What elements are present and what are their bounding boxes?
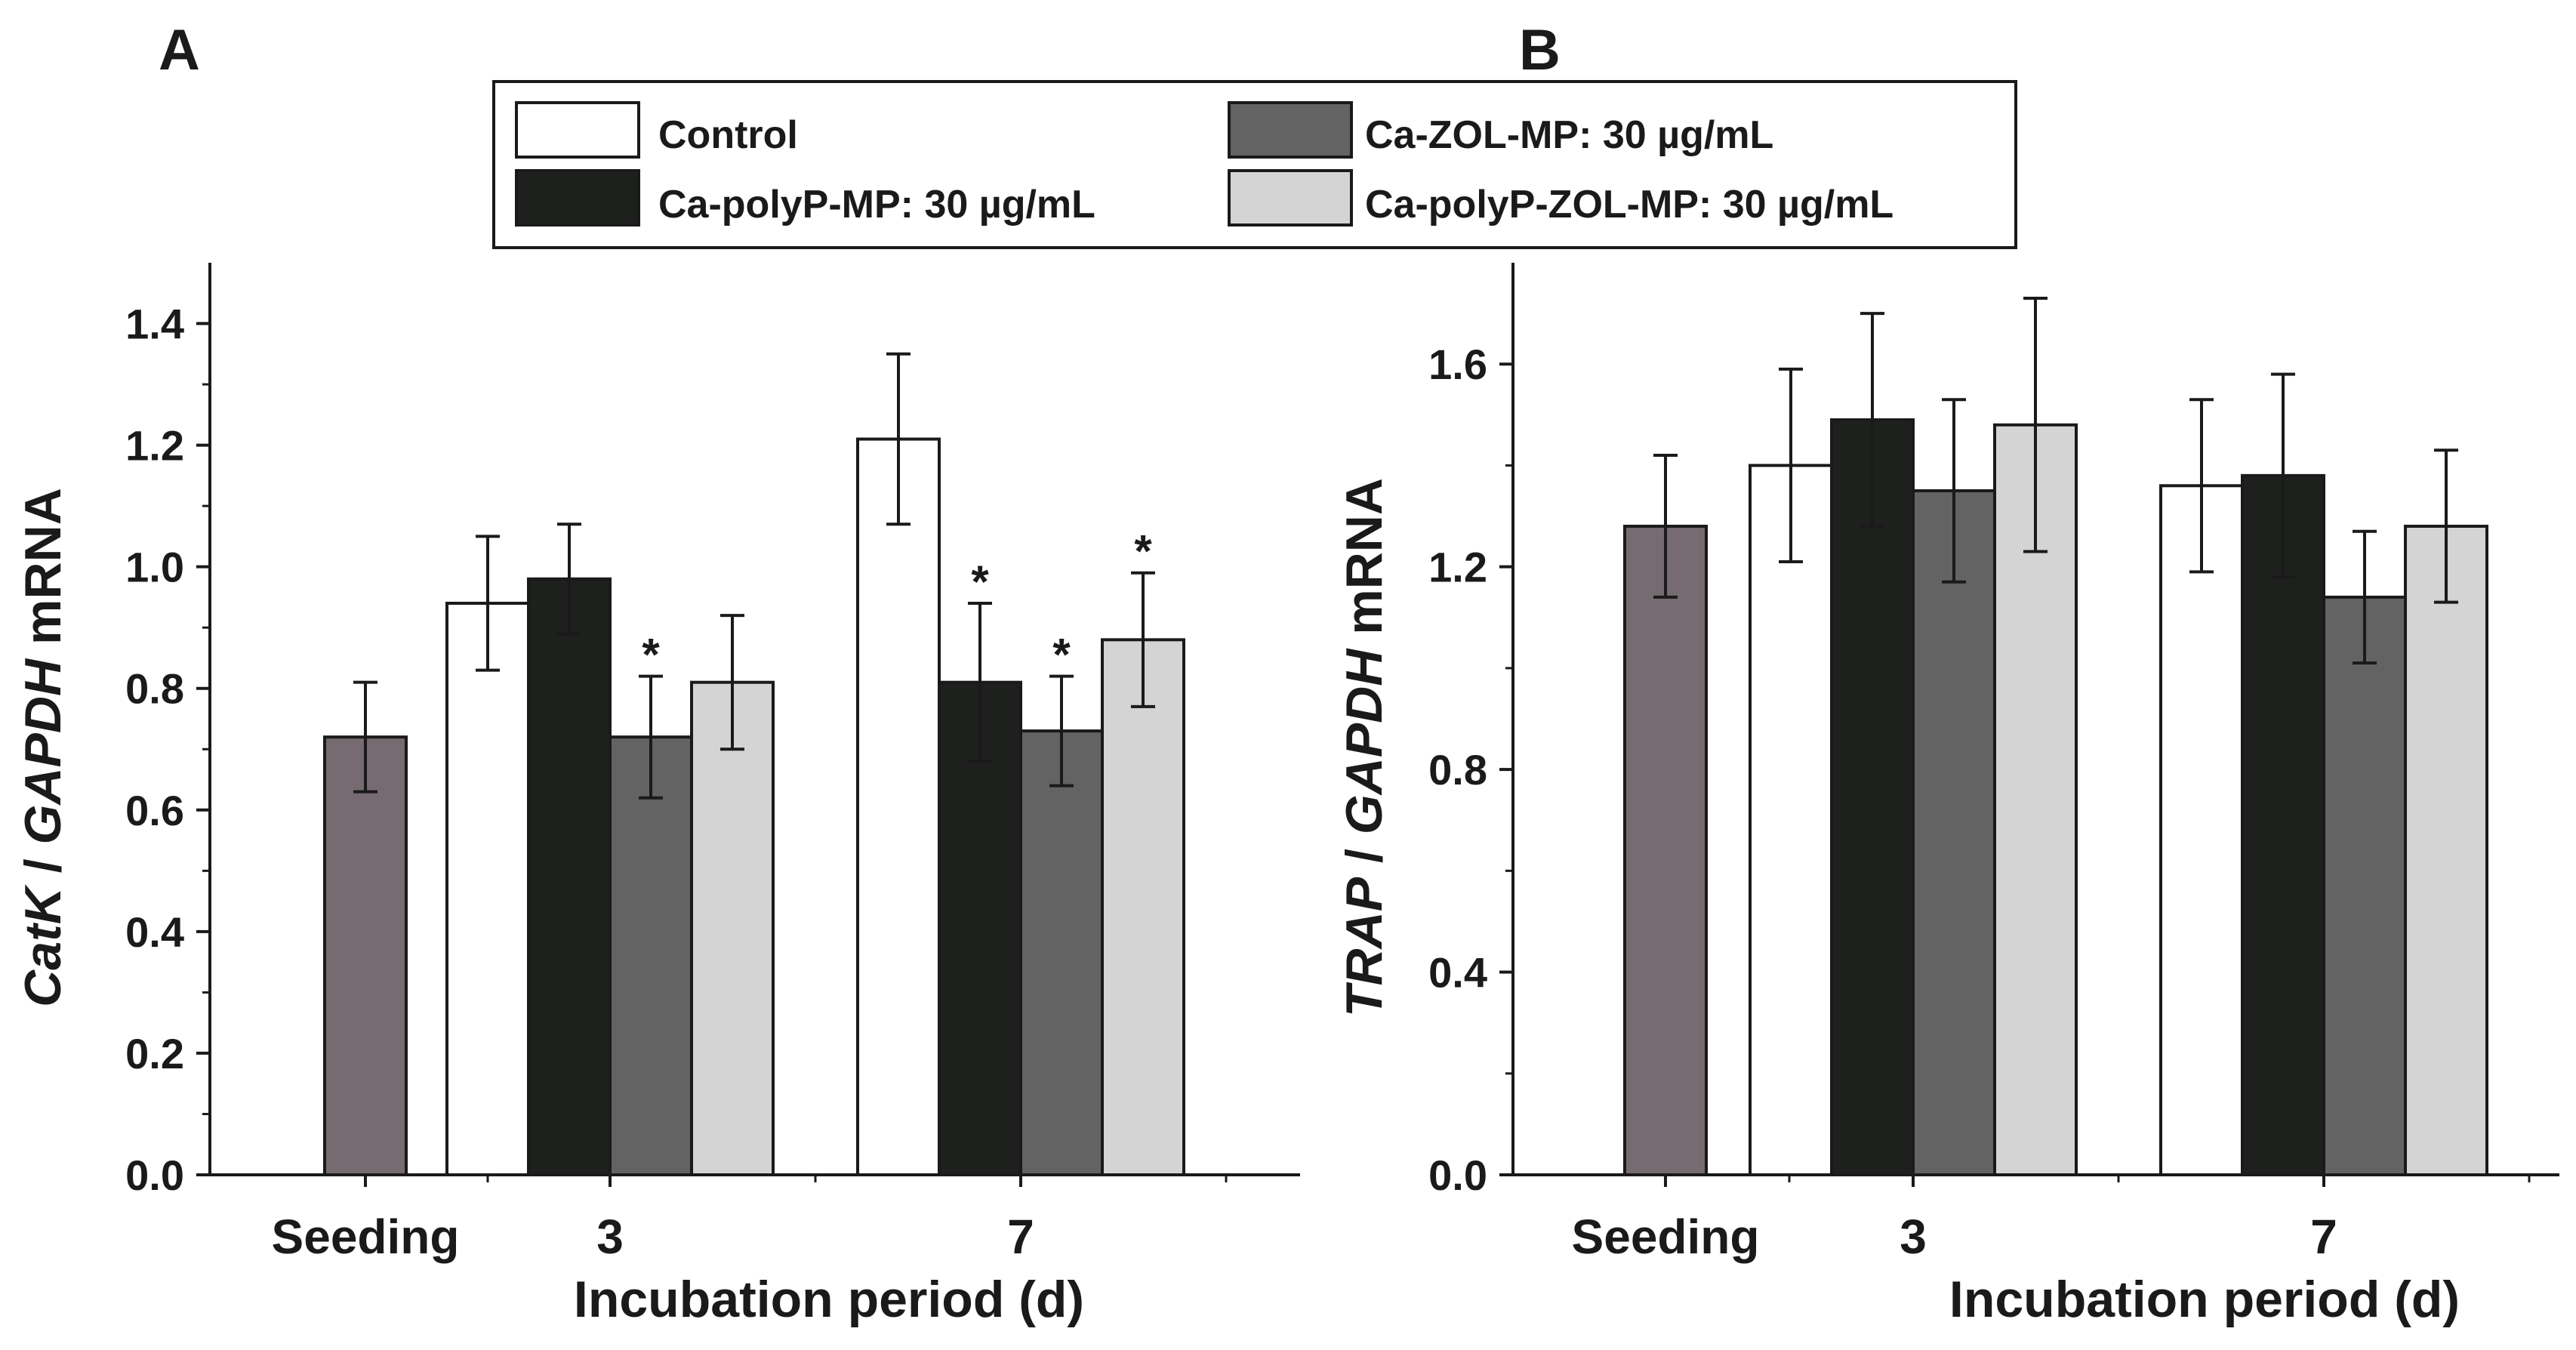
panel-a-ylabel-rest: mRNA: [14, 488, 72, 659]
panel-b-x-tick-label: 3: [1900, 1210, 1927, 1264]
legend-label-ca-polyp-zol-mp: Ca-polyP-ZOL-MP: 30 µg/mL: [1365, 183, 1893, 227]
panel-a-bar-ca-zol-mp-7-significance-marker: *: [1052, 630, 1071, 680]
panel-b-bar-seeding: [1623, 524, 1708, 1176]
panel-a-bar-ca-zol-mp-3: [609, 735, 693, 1176]
panel-a-y-tick-label: 0.4: [125, 908, 184, 956]
legend-swatch-ca-polyp-mp: [515, 169, 640, 227]
panel-a-bar-seeding: [323, 735, 408, 1176]
panel-b-ylabel-italic2: GAPDH: [1336, 648, 1393, 834]
panel-a-y-tick-label: 0.8: [125, 665, 184, 713]
panel-a-y-tick-label: 1.0: [125, 544, 184, 591]
panel-a-bar-control-3: [445, 601, 530, 1176]
panel-a-ylabel-italic2: GAPDH: [14, 658, 72, 844]
panel-b-plot: 0.0 0.4 0.8 1.2 1.6 Seeding 3 7: [1428, 263, 2559, 1264]
panel-a-y-tick-label: 0.6: [125, 787, 184, 834]
panel-b-bar-control-3: [1749, 464, 1833, 1176]
panel-b-y-tick-label: 0.4: [1428, 949, 1487, 997]
panel-a-ylabel-sep: /: [14, 844, 72, 887]
panel-a-bar-ca-polyp-mp-3: [527, 577, 612, 1176]
panel-a-y-tick-label: 1.2: [125, 422, 184, 470]
panel-b-y-axis-title: TRAP / GAPDH mRNA: [1336, 478, 1393, 1017]
legend-swatch-control: [515, 101, 640, 159]
panel-b-x-tick-label: 7: [2310, 1210, 2337, 1264]
panel-b-bar-ca-polyp-zol-mp-7: [2404, 524, 2488, 1176]
panel-a-x-tick-label: 7: [1007, 1210, 1034, 1264]
panel-b-bar-ca-zol-mp-3: [1912, 489, 1996, 1176]
panel-b-bar-ca-zol-mp-7: [2322, 595, 2407, 1176]
panel-a-y-tick-label: 0.2: [125, 1030, 184, 1077]
panel-b-bar-control-7: [2159, 484, 2244, 1176]
panel-a-ylabel-italic1: CatK: [14, 883, 72, 1007]
panel-b-bar-ca-polyp-mp-3: [1830, 418, 1915, 1176]
panel-b-y-tick-label: 1.2: [1428, 544, 1487, 591]
panel-a-x-tick-label: Seeding: [272, 1210, 460, 1264]
panel-b-x-tick-label: Seeding: [1572, 1210, 1760, 1264]
panel-a-x-tick-label: 3: [596, 1210, 624, 1264]
panel-b-ylabel-italic1: TRAP: [1336, 877, 1393, 1017]
panel-b-ylabel-sep: /: [1336, 834, 1393, 877]
legend-label-ca-polyp-mp: Ca-polyP-MP: 30 µg/mL: [658, 183, 1095, 227]
panel-b-y-tick-label: 0.8: [1428, 746, 1487, 794]
panel-b-ylabel-rest: mRNA: [1336, 478, 1393, 649]
panel-a-plot: 0.0 0.2 0.4 0.6 0.8 1.0 1.2 1.4 Seeding 3 7 * * * *: [125, 263, 1300, 1264]
panel-a-y-axis-title: CatK / GAPDH mRNA: [14, 488, 72, 1007]
panel-b: B 0.0 0.4 0.8 1.2 1.6 Seeding 3 7 TRAP / GAPDH …: [1336, 18, 2559, 1328]
panel-a-bar-ca-zol-mp-7: [1019, 729, 1104, 1176]
panel-b-y-tick-label: 0.0: [1428, 1151, 1487, 1199]
panel-a-label: A: [159, 18, 200, 82]
panel-a-bar-control-7: [856, 437, 941, 1176]
legend-swatch-ca-zol-mp: [1228, 101, 1353, 159]
panel-b-x-axis-title: Incubation period (d): [1949, 1271, 2460, 1328]
panel-a-bar-ca-polyp-zol-mp-3: [690, 680, 775, 1176]
legend-label-control: Control: [658, 113, 798, 157]
panel-a-x-axis-title: Incubation period (d): [574, 1271, 1084, 1328]
panel-a-y-tick-label: 1.4: [125, 301, 184, 348]
panel-b-y-tick-label: 1.6: [1428, 341, 1487, 388]
panel-a-bar-ca-polyp-zol-mp-7: [1101, 638, 1185, 1176]
panel-b-bar-ca-polyp-mp-7: [2241, 473, 2325, 1176]
panel-a-bar-ca-polyp-mp-7-significance-marker: *: [971, 556, 989, 607]
panel-a-y-tick-label: 0.0: [125, 1151, 184, 1199]
legend-swatch-ca-polyp-zol-mp: [1228, 169, 1353, 227]
legend: Control Ca-ZOL-MP: 30 µg/mL Ca-polyP-MP:…: [492, 80, 2017, 249]
panel-a-bar-ca-zol-mp-3-significance-marker: *: [642, 630, 660, 680]
panel-a-bar-ca-polyp-zol-mp-7-significance-marker: *: [1134, 526, 1152, 577]
panel-b-label: B: [1519, 18, 1561, 82]
legend-label-ca-zol-mp: Ca-ZOL-MP: 30 µg/mL: [1365, 113, 1773, 157]
